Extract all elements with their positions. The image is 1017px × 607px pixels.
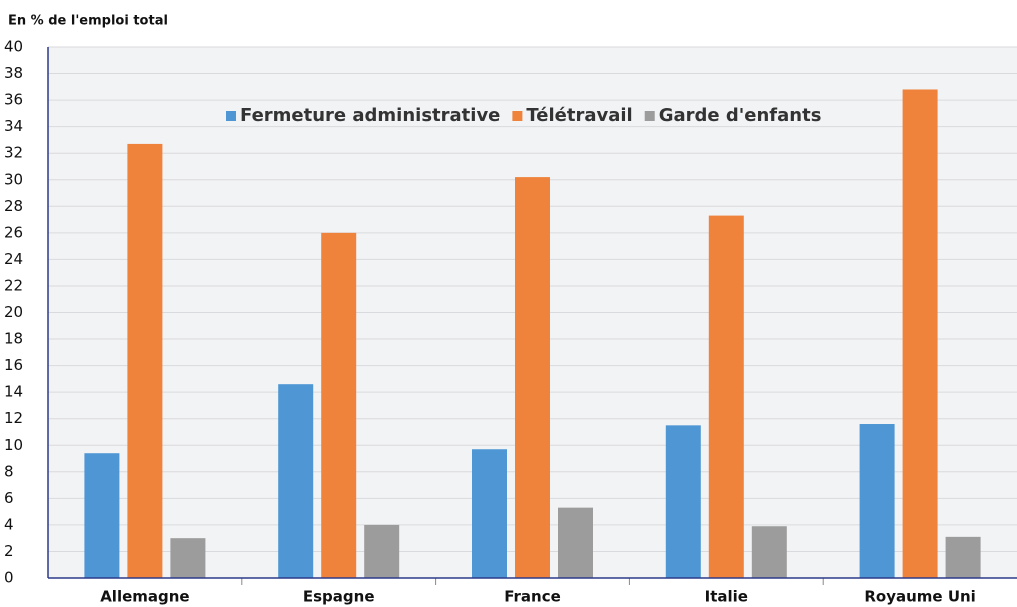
bar <box>751 526 787 578</box>
x-tick-label: Espagne <box>303 588 375 606</box>
y-tick-label: 2 <box>4 542 14 560</box>
legend-swatch <box>644 111 655 121</box>
x-tick-label: France <box>504 588 561 606</box>
x-tick-label: Allemagne <box>100 588 189 606</box>
y-tick-label: 34 <box>4 117 23 135</box>
legend-label: Garde d'enfants <box>659 105 822 126</box>
y-tick-label: 6 <box>4 489 14 507</box>
y-tick-label: 0 <box>4 569 14 587</box>
y-tick-label: 40 <box>4 38 23 56</box>
bar <box>170 538 206 578</box>
y-tick-label: 12 <box>4 409 23 427</box>
y-tick-label: 20 <box>4 303 23 321</box>
bar <box>321 232 357 578</box>
y-tick-label: 8 <box>4 462 14 480</box>
bar <box>127 143 163 578</box>
bar <box>278 384 314 578</box>
bar <box>515 177 550 578</box>
y-tick-label: 30 <box>4 170 23 188</box>
bar <box>472 449 507 578</box>
bar <box>558 507 593 578</box>
x-tick-label: Italie <box>705 588 748 606</box>
bar <box>84 453 120 578</box>
y-tick-label: 24 <box>4 250 23 268</box>
legend-swatch <box>512 111 523 121</box>
bar <box>708 215 744 578</box>
x-tick-label: Royaume Uni <box>864 588 975 606</box>
y-tick-label: 4 <box>4 515 14 533</box>
legend-label: Télétravail <box>526 105 632 126</box>
y-tick-label: 22 <box>4 276 23 294</box>
y-tick-label: 14 <box>4 383 23 401</box>
legend-label: Fermeture administrative <box>240 105 500 126</box>
y-tick-label: 10 <box>4 436 23 454</box>
axis-title: En % de l'emploi total <box>8 14 168 29</box>
y-tick-label: 26 <box>4 223 23 241</box>
y-tick-label: 28 <box>4 197 23 215</box>
bar <box>665 425 701 578</box>
y-tick-label: 16 <box>4 356 23 374</box>
bar <box>902 89 938 578</box>
y-tick-label: 38 <box>4 64 23 82</box>
bar <box>859 424 895 578</box>
y-tick-label: 36 <box>4 91 23 109</box>
bar <box>945 536 981 578</box>
bar <box>364 524 400 578</box>
legend-swatch <box>226 111 236 121</box>
y-tick-label: 32 <box>4 144 23 162</box>
y-tick-label: 18 <box>4 330 23 348</box>
